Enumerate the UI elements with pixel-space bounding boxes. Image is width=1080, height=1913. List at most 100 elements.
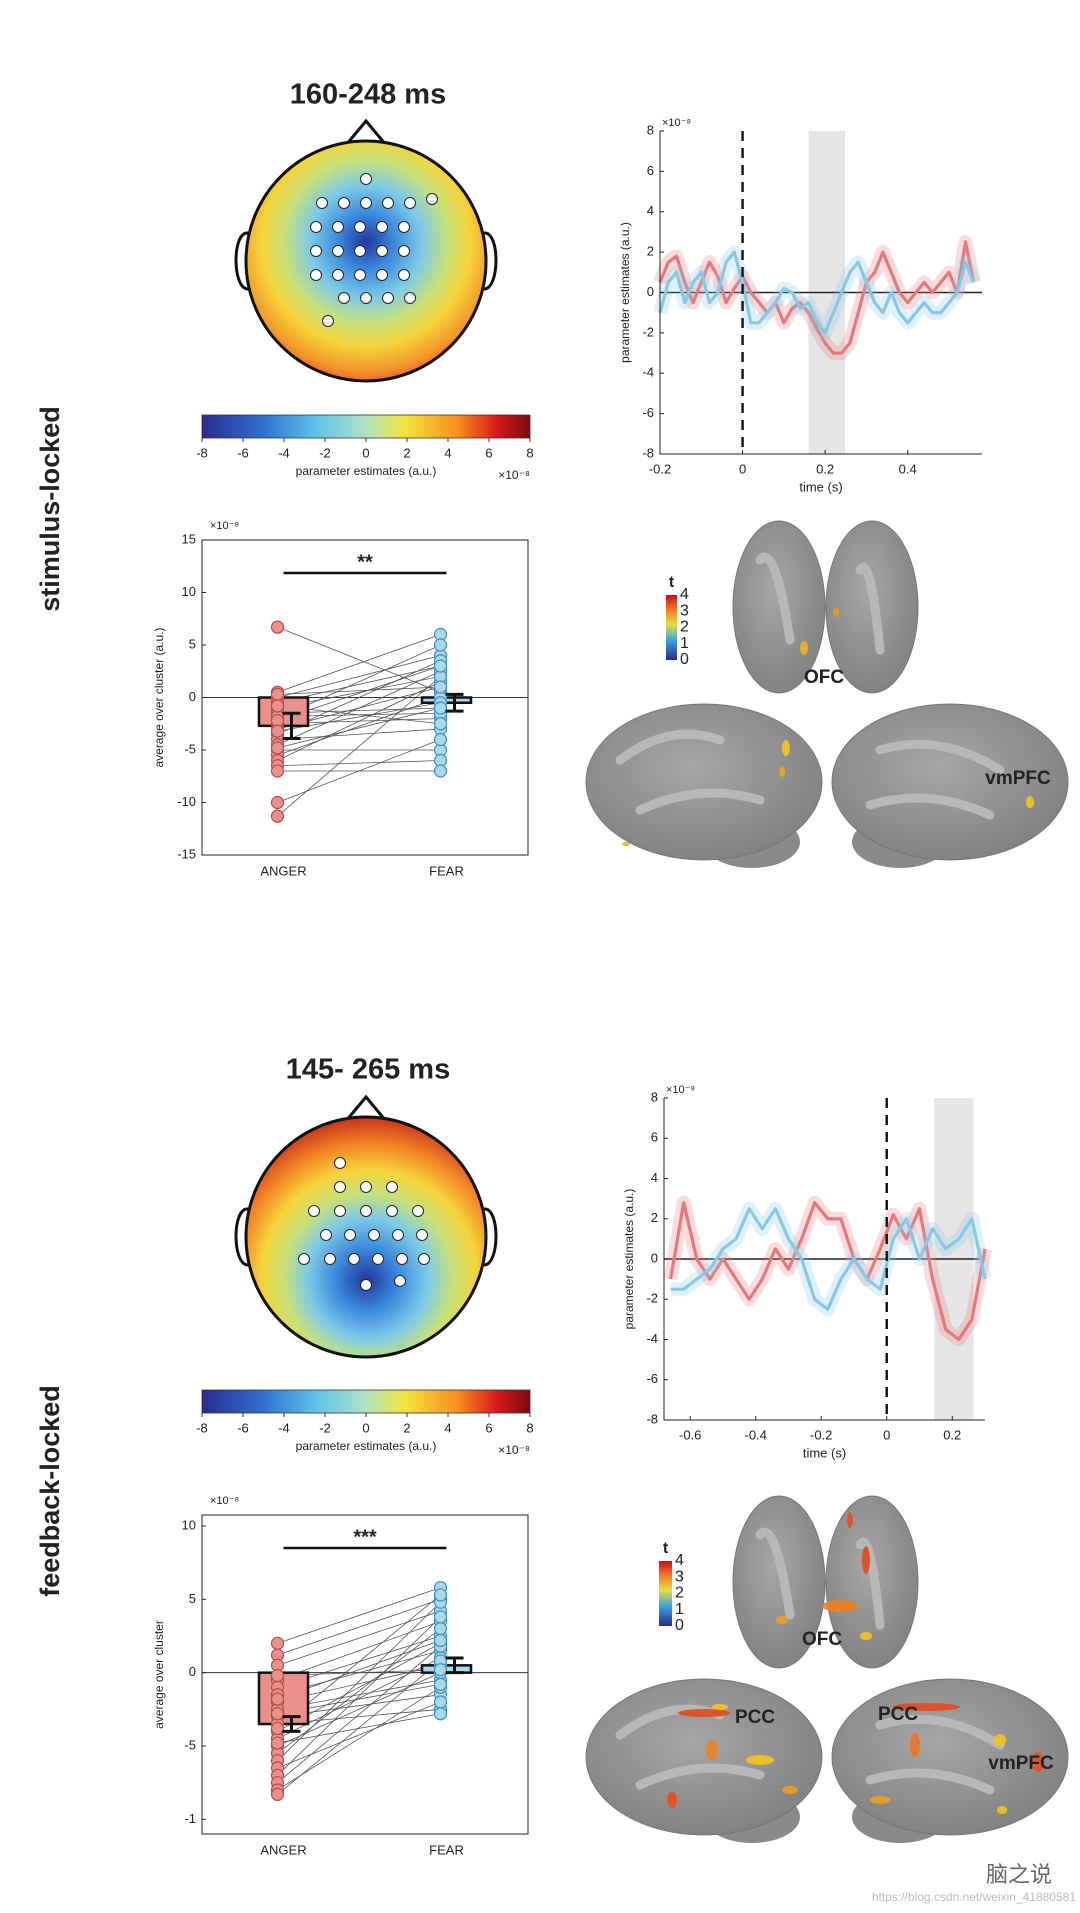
subject-point xyxy=(433,1633,448,1648)
scale-label: ×10⁻⁸ xyxy=(210,1495,239,1507)
activation xyxy=(892,1703,960,1711)
y-tick-label: -1 xyxy=(184,1811,196,1826)
colorbar-tick-label: 2 xyxy=(403,1420,410,1435)
electrode xyxy=(416,1229,428,1241)
scalp-map xyxy=(244,1115,488,1359)
electrode xyxy=(360,292,372,304)
colorbar-scale: ×10⁻⁸ xyxy=(498,468,530,482)
significance-label: *** xyxy=(353,1526,377,1548)
subject-point xyxy=(270,795,285,810)
x-tick-label: 0 xyxy=(739,461,746,476)
activation xyxy=(622,842,630,846)
y-tick-label: -2 xyxy=(642,324,654,339)
y-tick-label: -6 xyxy=(642,405,654,420)
x-tick-label: 0 xyxy=(883,1427,890,1442)
subject-pair xyxy=(277,1701,441,1769)
region-label: vmPFC xyxy=(985,768,1051,789)
x-tick-label: FEAR xyxy=(429,1842,464,1857)
electrode xyxy=(320,1229,332,1241)
y-tick-label: 5 xyxy=(189,1591,196,1606)
electrode xyxy=(426,193,438,205)
brain-renderings xyxy=(585,1495,1069,1843)
colorbar-tick-label: 0 xyxy=(362,1420,369,1435)
subject-pair xyxy=(277,728,441,740)
watermark: 脑之说 xyxy=(986,1862,1052,1887)
nose xyxy=(344,118,388,146)
subject-pair xyxy=(277,1616,441,1776)
electrode xyxy=(334,1157,346,1169)
subject-pair xyxy=(277,1601,441,1761)
electrode xyxy=(354,269,366,281)
gyrus xyxy=(875,739,1005,775)
x-tick-label: FEAR xyxy=(429,863,464,878)
significance-label: ** xyxy=(357,551,373,573)
electrode xyxy=(386,1181,398,1193)
nose xyxy=(344,1094,388,1122)
electrode xyxy=(404,292,416,304)
y-tick-label: -6 xyxy=(646,1371,658,1386)
electrode xyxy=(322,315,334,327)
colorbar-label: parameter estimates (a.u.) xyxy=(296,464,437,478)
x-tick-label: 0.4 xyxy=(899,461,917,476)
electrode xyxy=(338,197,350,209)
colorbar-tick-label: 4 xyxy=(444,1420,451,1435)
brain-renderings xyxy=(585,520,1069,868)
gyrus xyxy=(865,1768,995,1795)
region-label: PCC xyxy=(878,1704,918,1725)
colorbar-tick-label: -8 xyxy=(196,445,208,460)
gyrus xyxy=(755,1527,795,1620)
legend-tick-label: 0 xyxy=(680,651,689,668)
y-axis-label: average over cluster xyxy=(152,1620,166,1729)
y-tick-label: 6 xyxy=(647,163,654,178)
electrode xyxy=(298,1253,310,1265)
y-axis-label: parameter estimates (a.u.) xyxy=(622,1189,636,1330)
y-tick-label: 4 xyxy=(651,1170,658,1185)
gyrus xyxy=(855,1537,885,1630)
y-tick-label: -10 xyxy=(177,794,196,809)
electrode xyxy=(334,1181,346,1193)
row-label: stimulus-locked xyxy=(35,406,65,612)
subject-point xyxy=(270,1707,285,1721)
electrode xyxy=(418,1253,430,1265)
y-tick-label: 0 xyxy=(189,1664,196,1679)
electrode xyxy=(344,1229,356,1241)
electrode xyxy=(404,197,416,209)
electrode xyxy=(310,269,322,281)
topomap-title: 160-248 ms xyxy=(290,79,446,111)
activation xyxy=(779,767,785,777)
electrode xyxy=(368,1229,380,1241)
y-axis-label: average over cluster (a.u.) xyxy=(152,627,166,767)
subject-pair xyxy=(277,739,441,803)
subject-point xyxy=(433,659,448,673)
subject-point xyxy=(433,1610,448,1624)
activation xyxy=(678,1709,730,1717)
subject-point xyxy=(270,764,285,778)
subject-point xyxy=(433,638,448,652)
legend-tick-label: 1 xyxy=(675,1601,684,1618)
error-bar xyxy=(445,692,464,713)
colorbar-tick-label: -6 xyxy=(237,445,249,460)
activation xyxy=(667,1792,677,1808)
subject-point xyxy=(433,1707,448,1721)
y-tick-label: 4 xyxy=(647,203,654,218)
subject-pair xyxy=(277,1628,441,1754)
subject-pair xyxy=(277,1686,441,1791)
x-tick-label: 0.2 xyxy=(943,1427,961,1442)
colorbar-tick-label: -8 xyxy=(196,1420,208,1435)
electrode xyxy=(382,197,394,209)
colorbar-label: parameter estimates (a.u.) xyxy=(296,1439,437,1453)
subject-pair xyxy=(277,686,441,695)
activation xyxy=(860,1632,872,1640)
subject-point xyxy=(433,1695,448,1709)
electrode xyxy=(310,245,322,257)
activation xyxy=(997,1806,1007,1814)
legend-title: t xyxy=(669,574,675,591)
subject-pair xyxy=(277,1660,441,1795)
activation xyxy=(746,1755,774,1765)
electrode xyxy=(376,245,388,257)
electrode xyxy=(360,1279,372,1291)
y-tick-label: 0 xyxy=(647,284,654,299)
activation xyxy=(847,1512,853,1528)
colorbar-tick-label: 6 xyxy=(485,1420,492,1435)
